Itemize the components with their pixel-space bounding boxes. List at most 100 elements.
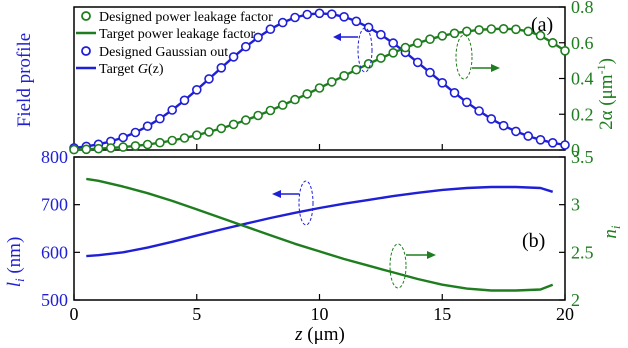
leakage-marker bbox=[155, 137, 165, 148]
leakage-marker bbox=[425, 34, 435, 45]
leakage-marker bbox=[277, 100, 288, 110]
leakage-marker bbox=[511, 24, 521, 35]
legend-label: Designed power leakage factor bbox=[99, 10, 273, 25]
green-right-arrow-icon-b bbox=[427, 251, 436, 259]
panel-b-frame bbox=[73, 156, 566, 301]
panel-b-x-ticks: 0 5 10 15 20 bbox=[70, 294, 574, 324]
leakage-marker bbox=[118, 142, 128, 152]
leakage-marker bbox=[204, 127, 214, 137]
tick-label: 600 bbox=[41, 242, 68, 262]
panel-a-left-axis-title: Field profile bbox=[14, 33, 35, 127]
gaussian-marker bbox=[302, 9, 313, 20]
gaussian-marker bbox=[277, 17, 288, 28]
leakage-marker bbox=[302, 89, 313, 99]
panel-a: (a) Field profile 2α (μm-1) 0 0.2 0.4 0.6 0.… bbox=[14, 0, 617, 160]
tick-label: 3.5 bbox=[571, 147, 594, 167]
legend-label: Designed Gaussian out bbox=[99, 45, 228, 60]
green-series-line bbox=[86, 177, 554, 292]
gaussian-marker bbox=[228, 52, 239, 62]
gaussian-marker bbox=[142, 121, 153, 131]
gaussian-marker bbox=[326, 9, 337, 19]
gaussian-marker bbox=[265, 24, 276, 35]
panel-b-right-axis-title: ni bbox=[600, 225, 623, 239]
tick-label: 0 bbox=[571, 140, 580, 160]
leakage-marker bbox=[437, 30, 448, 41]
leakage-marker bbox=[498, 23, 509, 34]
tick-label: 800 bbox=[41, 147, 68, 167]
tick-label: 5 bbox=[192, 304, 201, 324]
gaussian-marker bbox=[425, 67, 435, 78]
leakage-marker bbox=[400, 42, 411, 53]
gaussian-marker bbox=[179, 95, 190, 106]
blue-curve-annotation-ellipse bbox=[357, 27, 373, 73]
gaussian-marker bbox=[130, 127, 141, 138]
leakage-marker bbox=[461, 26, 472, 37]
blue-series-line bbox=[86, 185, 554, 258]
tick-label: 500 bbox=[41, 290, 68, 310]
panel-b-label: (b) bbox=[522, 230, 545, 252]
panel-b-left-axis-title: li (nm) bbox=[4, 237, 27, 288]
tick-label: 15 bbox=[433, 304, 451, 324]
leakage-marker bbox=[179, 133, 190, 143]
leakage-marker bbox=[486, 24, 497, 34]
legend-entry-target-gaussian: Target G(z) bbox=[76, 62, 164, 77]
leakage-marker bbox=[265, 105, 276, 116]
gaussian-marker bbox=[449, 88, 460, 98]
leakage-marker bbox=[388, 47, 399, 58]
leakage-marker bbox=[69, 144, 79, 155]
leakage-marker bbox=[253, 110, 263, 121]
leakage-marker bbox=[523, 26, 534, 37]
panel-b-right-ticks: 2 2.5 3 3.5 bbox=[559, 147, 594, 310]
panel-b-series bbox=[86, 177, 554, 292]
gaussian-marker bbox=[351, 16, 362, 27]
legend-green-marker bbox=[81, 11, 91, 21]
gaussian-marker bbox=[560, 140, 570, 150]
tick-label: 20 bbox=[556, 304, 574, 324]
leakage-marker bbox=[412, 38, 423, 48]
gaussian-marker bbox=[461, 97, 472, 108]
leakage-marker bbox=[326, 77, 337, 87]
designed-leakage-markers bbox=[69, 23, 570, 155]
legend-label: Target G(z) bbox=[99, 62, 164, 77]
tick-label: 0.4 bbox=[571, 69, 594, 89]
gaussian-marker bbox=[498, 120, 509, 131]
leakage-marker bbox=[130, 141, 141, 151]
leakage-marker bbox=[351, 64, 362, 75]
tick-label: 0 bbox=[70, 304, 79, 324]
tick-label: 0.8 bbox=[571, 0, 594, 17]
gaussian-marker bbox=[376, 29, 386, 40]
tick-label: 2.5 bbox=[571, 242, 594, 262]
panel-a-right-ticks: 0 0.2 0.4 0.6 0.8 bbox=[73, 0, 594, 160]
panel-b-left-ticks: 500 600 700 800 bbox=[41, 147, 80, 310]
gaussian-marker bbox=[155, 113, 165, 124]
green-right-arrow-icon bbox=[491, 64, 500, 72]
gaussian-marker bbox=[241, 41, 251, 52]
leakage-marker bbox=[449, 28, 460, 39]
tick-label: 700 bbox=[41, 195, 68, 215]
blue-left-arrow-icon bbox=[333, 33, 341, 41]
legend-entry-designed-gaussian: Designed Gaussian out bbox=[81, 45, 228, 60]
leakage-marker bbox=[81, 144, 92, 155]
gaussian-marker bbox=[314, 8, 325, 19]
gaussian-marker bbox=[437, 78, 448, 88]
blue-curve-annotation-ellipse-b bbox=[298, 180, 314, 226]
panel-b: (b) li (nm) ni 500 600 700 800 2 2.5 3 3.5 0 5 1… bbox=[4, 147, 623, 345]
leakage-marker bbox=[216, 123, 227, 134]
gaussian-marker bbox=[253, 32, 263, 43]
tick-label: 3 bbox=[571, 195, 580, 215]
gaussian-marker bbox=[204, 74, 214, 84]
leakage-marker bbox=[228, 119, 239, 130]
gaussian-marker bbox=[167, 105, 177, 115]
legend: Designed power leakage factor Target pow… bbox=[76, 10, 273, 77]
gaussian-marker bbox=[486, 114, 497, 124]
leakage-marker bbox=[535, 30, 546, 41]
leakage-marker bbox=[142, 139, 153, 150]
tick-label: 10 bbox=[311, 304, 329, 324]
gaussian-marker bbox=[192, 85, 202, 95]
leakage-marker bbox=[93, 143, 104, 154]
gaussian-marker bbox=[511, 126, 521, 137]
blue-left-arrow-icon-b bbox=[272, 190, 281, 198]
gaussian-marker bbox=[290, 12, 300, 23]
leakage-marker bbox=[339, 71, 349, 81]
